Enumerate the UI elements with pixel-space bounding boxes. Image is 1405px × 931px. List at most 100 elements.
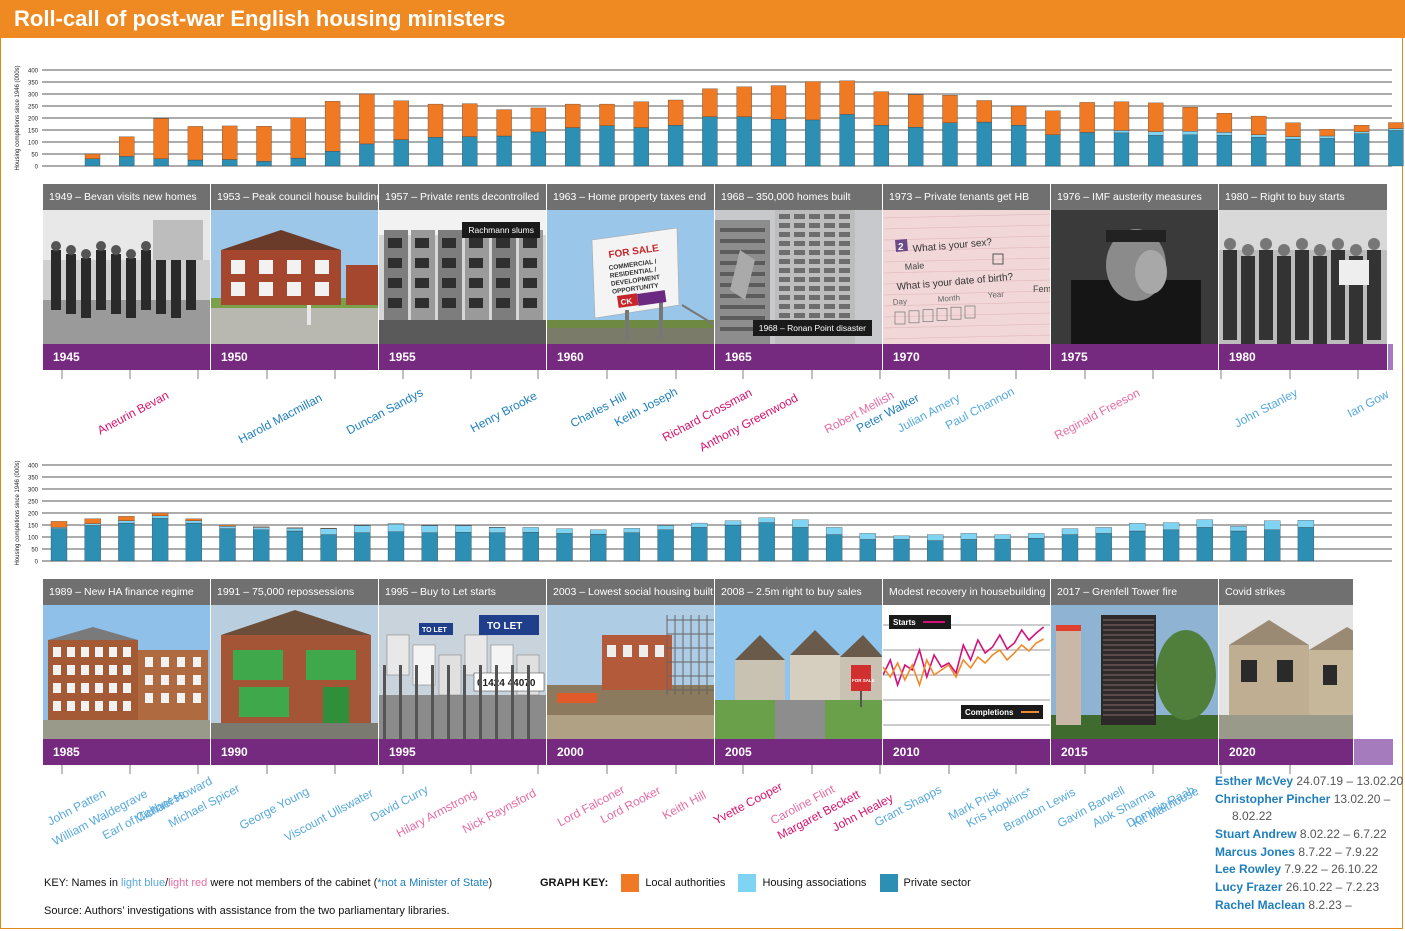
bar-private-sector-1976	[1113, 132, 1130, 167]
panel-photo	[211, 605, 378, 739]
bar-private-sector-1958	[496, 135, 512, 167]
recent-minister-dates: 7.9.22 – 26.10.22	[1284, 862, 1378, 876]
recent-minister-name: Esther McVey	[1215, 774, 1294, 788]
recent-minister-dates: 13.02.20 –	[1333, 792, 1391, 806]
bar-private-sector-1966	[770, 119, 787, 167]
key-light-red: light red	[168, 877, 208, 889]
recent-minister-name: Christopher Pincher	[1215, 792, 1331, 806]
recent-minister: Stuart Andrew 8.02.22 – 6.7.22	[1215, 827, 1387, 841]
svg-text:Male: Male	[904, 260, 924, 272]
svg-text:2: 2	[898, 242, 904, 253]
y-tick-label: 350	[28, 476, 39, 482]
y-tick-label: 300	[28, 488, 39, 494]
timeline-panel-1965: 1968 – 350,000 homes built 1965 1968 – Ron…	[715, 184, 882, 370]
bar-local-authorities-1961	[599, 103, 615, 126]
bar-local-authorities-1972	[976, 100, 992, 123]
source-note: Source: Authors’ investigations with ass…	[44, 905, 450, 917]
panel-photo	[43, 605, 210, 739]
svg-text:CK: CK	[620, 296, 633, 307]
panel-caption: 2008 – 2.5m right to buy sales	[715, 579, 882, 605]
bar-private-sector-2005	[724, 524, 742, 562]
timeline-panel-2000: 2003 – Lowest social housing built 2000	[547, 579, 714, 765]
recent-minister: Esther McVey 24.07.19 – 13.02.20	[1215, 774, 1403, 788]
key-middle: were not members of the cabinet (	[207, 877, 378, 889]
panel-caption: 1980 – Right to buy starts	[1219, 184, 1387, 210]
key-light-blue: light blue	[121, 877, 166, 889]
bar-local-authorities-1982	[1319, 129, 1335, 137]
bar-local-authorities-1953	[324, 101, 341, 152]
bar-local-authorities-1964	[702, 88, 718, 117]
svg-text:Completions: Completions	[965, 708, 1014, 717]
bar-housing-associations-2019	[1196, 519, 1213, 528]
y-axis-label: Housing completions since 1946 (000s)	[15, 65, 21, 170]
bar-private-sector-1981	[1285, 138, 1301, 167]
panel-year: 2010	[883, 739, 1050, 765]
bar-housing-associations-1984	[1388, 128, 1404, 131]
bar-local-authorities-1957	[462, 103, 478, 137]
panel-photo	[379, 210, 546, 344]
panel-photo	[1219, 605, 1353, 739]
bar-housing-associations-1985	[50, 527, 68, 529]
bar-housing-associations-2008	[825, 527, 843, 535]
graph-key-label: GRAPH KEY:	[540, 877, 609, 889]
y-tick-label: 200	[28, 117, 39, 123]
timeline-tick	[197, 765, 199, 774]
timeline-panel-1950: 1953 – Peak council house building 1950	[211, 184, 378, 370]
timeline-tick	[470, 765, 472, 774]
bar-private-sector-1991	[253, 529, 270, 562]
la-swatch	[621, 874, 640, 892]
bar-local-authorities-1946	[84, 153, 101, 159]
y-tick-label: 50	[31, 548, 38, 554]
bar-housing-associations-1999	[522, 527, 539, 533]
bar-private-sector-1995	[387, 531, 405, 562]
bar-private-sector-1987	[118, 522, 135, 562]
panel-year: 1950	[211, 344, 378, 370]
bar-housing-associations-1998	[488, 527, 506, 533]
recent-minister-name: Marcus Jones	[1215, 845, 1296, 859]
bar-housing-associations-1991	[253, 527, 270, 530]
bar-private-sector-2014	[1028, 538, 1045, 562]
recent-minister: Marcus Jones 8.7.22 – 7.9.22	[1215, 845, 1378, 859]
bar-housing-associations-2009	[859, 533, 876, 540]
recent-minister: 8.02.22	[1232, 809, 1272, 823]
bar-housing-associations-2016	[1095, 527, 1112, 534]
bar-private-sector-2009	[859, 539, 876, 562]
timeline-tick	[948, 370, 950, 379]
panel-photo: FOR SALE COMMERCIAL / RESIDENTIAL / DEVELOP…	[547, 210, 714, 344]
bar-local-authorities-1980	[1251, 115, 1267, 135]
panel-year: 1985	[43, 739, 210, 765]
bar-private-sector-1952	[290, 157, 306, 167]
bar-private-sector-2022	[1297, 527, 1315, 562]
panel-photo	[1051, 210, 1218, 344]
bar-private-sector-1955	[393, 139, 409, 167]
bar-local-authorities-1971	[942, 95, 958, 123]
bar-housing-associations-2002	[623, 528, 641, 533]
bar-local-authorities-1983	[1353, 125, 1370, 132]
bar-local-authorities-1978	[1182, 107, 1198, 132]
recent-minister: Lee Rowley 7.9.22 – 26.10.22	[1215, 862, 1378, 876]
panel-caption: Covid strikes	[1219, 579, 1353, 605]
timeline-tick	[742, 370, 744, 379]
timeline-tick	[1289, 370, 1291, 379]
panel-year: 2015	[1051, 739, 1218, 765]
timeline-tick	[948, 765, 950, 774]
bar-local-authorities-1987	[118, 516, 135, 521]
bar-private-sector-1998	[488, 532, 506, 562]
svg-text:Month: Month	[937, 293, 960, 304]
timeline-panel-1975: 1976 – IMF austerity measures 1975	[1051, 184, 1218, 370]
y-tick-label: 400	[28, 464, 39, 470]
bar-local-authorities-1967	[805, 81, 821, 121]
bar-housing-associations-2006	[758, 517, 775, 523]
graph-key: GRAPH KEY: Local authorities Housing ass…	[540, 874, 971, 894]
bar-private-sector-2001	[590, 533, 607, 562]
panel-caption: Modest recovery in housebuilding	[883, 579, 1050, 605]
bar-private-sector-1990	[219, 528, 236, 562]
bar-housing-associations-2013	[994, 534, 1011, 540]
bar-private-sector-1954	[359, 143, 375, 167]
bar-private-sector-2015	[1061, 534, 1079, 562]
bar-private-sector-1949	[187, 159, 204, 167]
bar-private-sector-1988	[151, 518, 169, 562]
svg-text:TO LET: TO LET	[422, 627, 447, 634]
timeline-tick	[879, 765, 881, 774]
bar-housing-associations-2007	[792, 519, 809, 528]
